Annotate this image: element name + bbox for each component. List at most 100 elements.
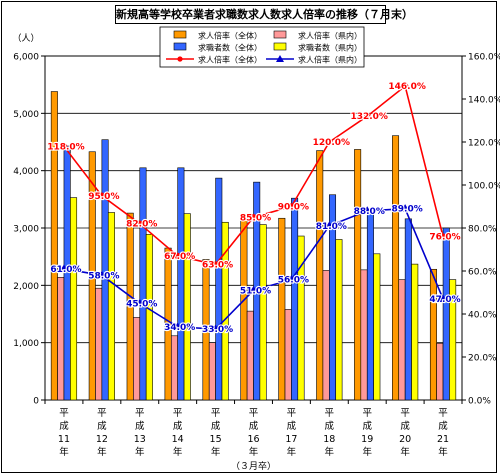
category-label: 13 bbox=[134, 434, 146, 445]
line-point bbox=[211, 324, 221, 333]
bar bbox=[221, 221, 229, 401]
category-label: 21 bbox=[437, 434, 449, 445]
category-label: 年 bbox=[287, 446, 297, 458]
category-label: 平 bbox=[438, 408, 448, 419]
left-tick-label: 6,000 bbox=[13, 53, 39, 63]
category-label: 成 bbox=[173, 420, 183, 432]
bar bbox=[208, 342, 216, 401]
data-label: 82.0% bbox=[126, 220, 157, 230]
category-label: 20 bbox=[399, 434, 411, 445]
legend-swatch bbox=[173, 42, 187, 51]
category-label: 18 bbox=[323, 434, 335, 445]
bar bbox=[360, 269, 368, 401]
category-label: 年 bbox=[135, 446, 145, 458]
line-point bbox=[400, 204, 410, 212]
data-label: 120.0% bbox=[313, 138, 351, 148]
bar bbox=[436, 342, 444, 401]
bar bbox=[101, 139, 109, 401]
bar bbox=[170, 335, 178, 401]
data-label: 88.0% bbox=[354, 207, 385, 217]
line-point bbox=[362, 206, 372, 214]
bar bbox=[202, 259, 210, 401]
data-label: 58.0% bbox=[88, 271, 119, 281]
line-point bbox=[401, 82, 409, 90]
category-label: 成 bbox=[135, 420, 145, 432]
left-tick-label: 0 bbox=[33, 397, 39, 407]
bar bbox=[322, 270, 330, 401]
data-label: 132.0% bbox=[350, 112, 388, 122]
bar bbox=[126, 212, 134, 401]
line-point bbox=[59, 264, 69, 272]
line-point bbox=[364, 113, 371, 120]
data-label: 33.0% bbox=[202, 325, 233, 335]
legend-label: 求人倍率（県内） bbox=[298, 55, 362, 65]
line-point bbox=[135, 298, 145, 307]
legend-swatch bbox=[273, 42, 287, 51]
bar bbox=[177, 167, 185, 401]
legend-box bbox=[159, 26, 365, 68]
data-label: 45.0% bbox=[126, 299, 157, 309]
left-tick-label: 4,000 bbox=[13, 167, 39, 177]
right-tick-label: 140.0% bbox=[468, 96, 500, 106]
category-label: 年 bbox=[211, 446, 221, 458]
category-label: 年 bbox=[59, 446, 69, 458]
category-label: 平 bbox=[249, 408, 259, 419]
category-label: 平 bbox=[325, 408, 335, 419]
line-point bbox=[324, 221, 334, 229]
right-tick-label: 0.0% bbox=[468, 397, 491, 407]
legend-label: 求人倍率（全体） bbox=[198, 55, 262, 65]
category-label: 年 bbox=[173, 446, 183, 458]
right-tick-label: 160.0% bbox=[468, 53, 500, 63]
right-tick-label: 80.0% bbox=[468, 225, 497, 235]
bar bbox=[240, 215, 248, 401]
bar bbox=[366, 210, 374, 401]
data-label: 146.0% bbox=[388, 82, 426, 92]
bar bbox=[398, 279, 406, 401]
data-label: 118.0% bbox=[47, 142, 85, 152]
legend-marker bbox=[177, 56, 183, 62]
line-point bbox=[439, 233, 447, 240]
bar bbox=[183, 213, 191, 401]
line-point bbox=[288, 203, 295, 210]
bar bbox=[449, 279, 457, 401]
bar bbox=[57, 277, 65, 401]
category-label: 成 bbox=[59, 420, 69, 432]
category-label: 17 bbox=[285, 434, 297, 445]
category-label: 成 bbox=[249, 420, 259, 432]
category-label: 成 bbox=[400, 420, 410, 432]
right-tick-label: 40.0% bbox=[468, 311, 497, 321]
bar bbox=[70, 197, 78, 401]
line-point bbox=[212, 261, 219, 268]
category-label: 年 bbox=[249, 446, 259, 458]
bar bbox=[335, 239, 343, 401]
bar bbox=[50, 91, 58, 401]
category-label: 成 bbox=[438, 420, 448, 432]
bar bbox=[107, 212, 115, 401]
bar bbox=[259, 224, 267, 401]
legend-label: 求職者数（全体） bbox=[198, 43, 262, 53]
category-label: 平 bbox=[97, 408, 107, 419]
category-label: 成 bbox=[287, 420, 297, 432]
line-point bbox=[136, 220, 143, 227]
line-point bbox=[326, 138, 333, 146]
data-label: 51.0% bbox=[240, 286, 271, 296]
bar bbox=[133, 317, 141, 401]
category-label: 平 bbox=[135, 408, 145, 419]
line-point bbox=[97, 270, 107, 279]
bar bbox=[95, 287, 103, 401]
data-label: 67.0% bbox=[164, 252, 195, 262]
category-label: 15 bbox=[210, 434, 222, 445]
bar bbox=[442, 227, 450, 401]
right-tick-label: 120.0% bbox=[468, 139, 500, 149]
line-point bbox=[98, 192, 106, 199]
category-label: 成 bbox=[362, 420, 372, 432]
data-label: 76.0% bbox=[429, 233, 460, 243]
line-point bbox=[174, 252, 181, 260]
category-label: 平 bbox=[287, 408, 297, 419]
category-label: 成 bbox=[211, 420, 221, 432]
bar bbox=[88, 151, 96, 401]
left-axis-unit: （人） bbox=[12, 33, 39, 44]
right-tick-label: 100.0% bbox=[468, 182, 500, 192]
left-tick-label: 1,000 bbox=[13, 339, 39, 349]
category-label: 年 bbox=[400, 446, 410, 458]
